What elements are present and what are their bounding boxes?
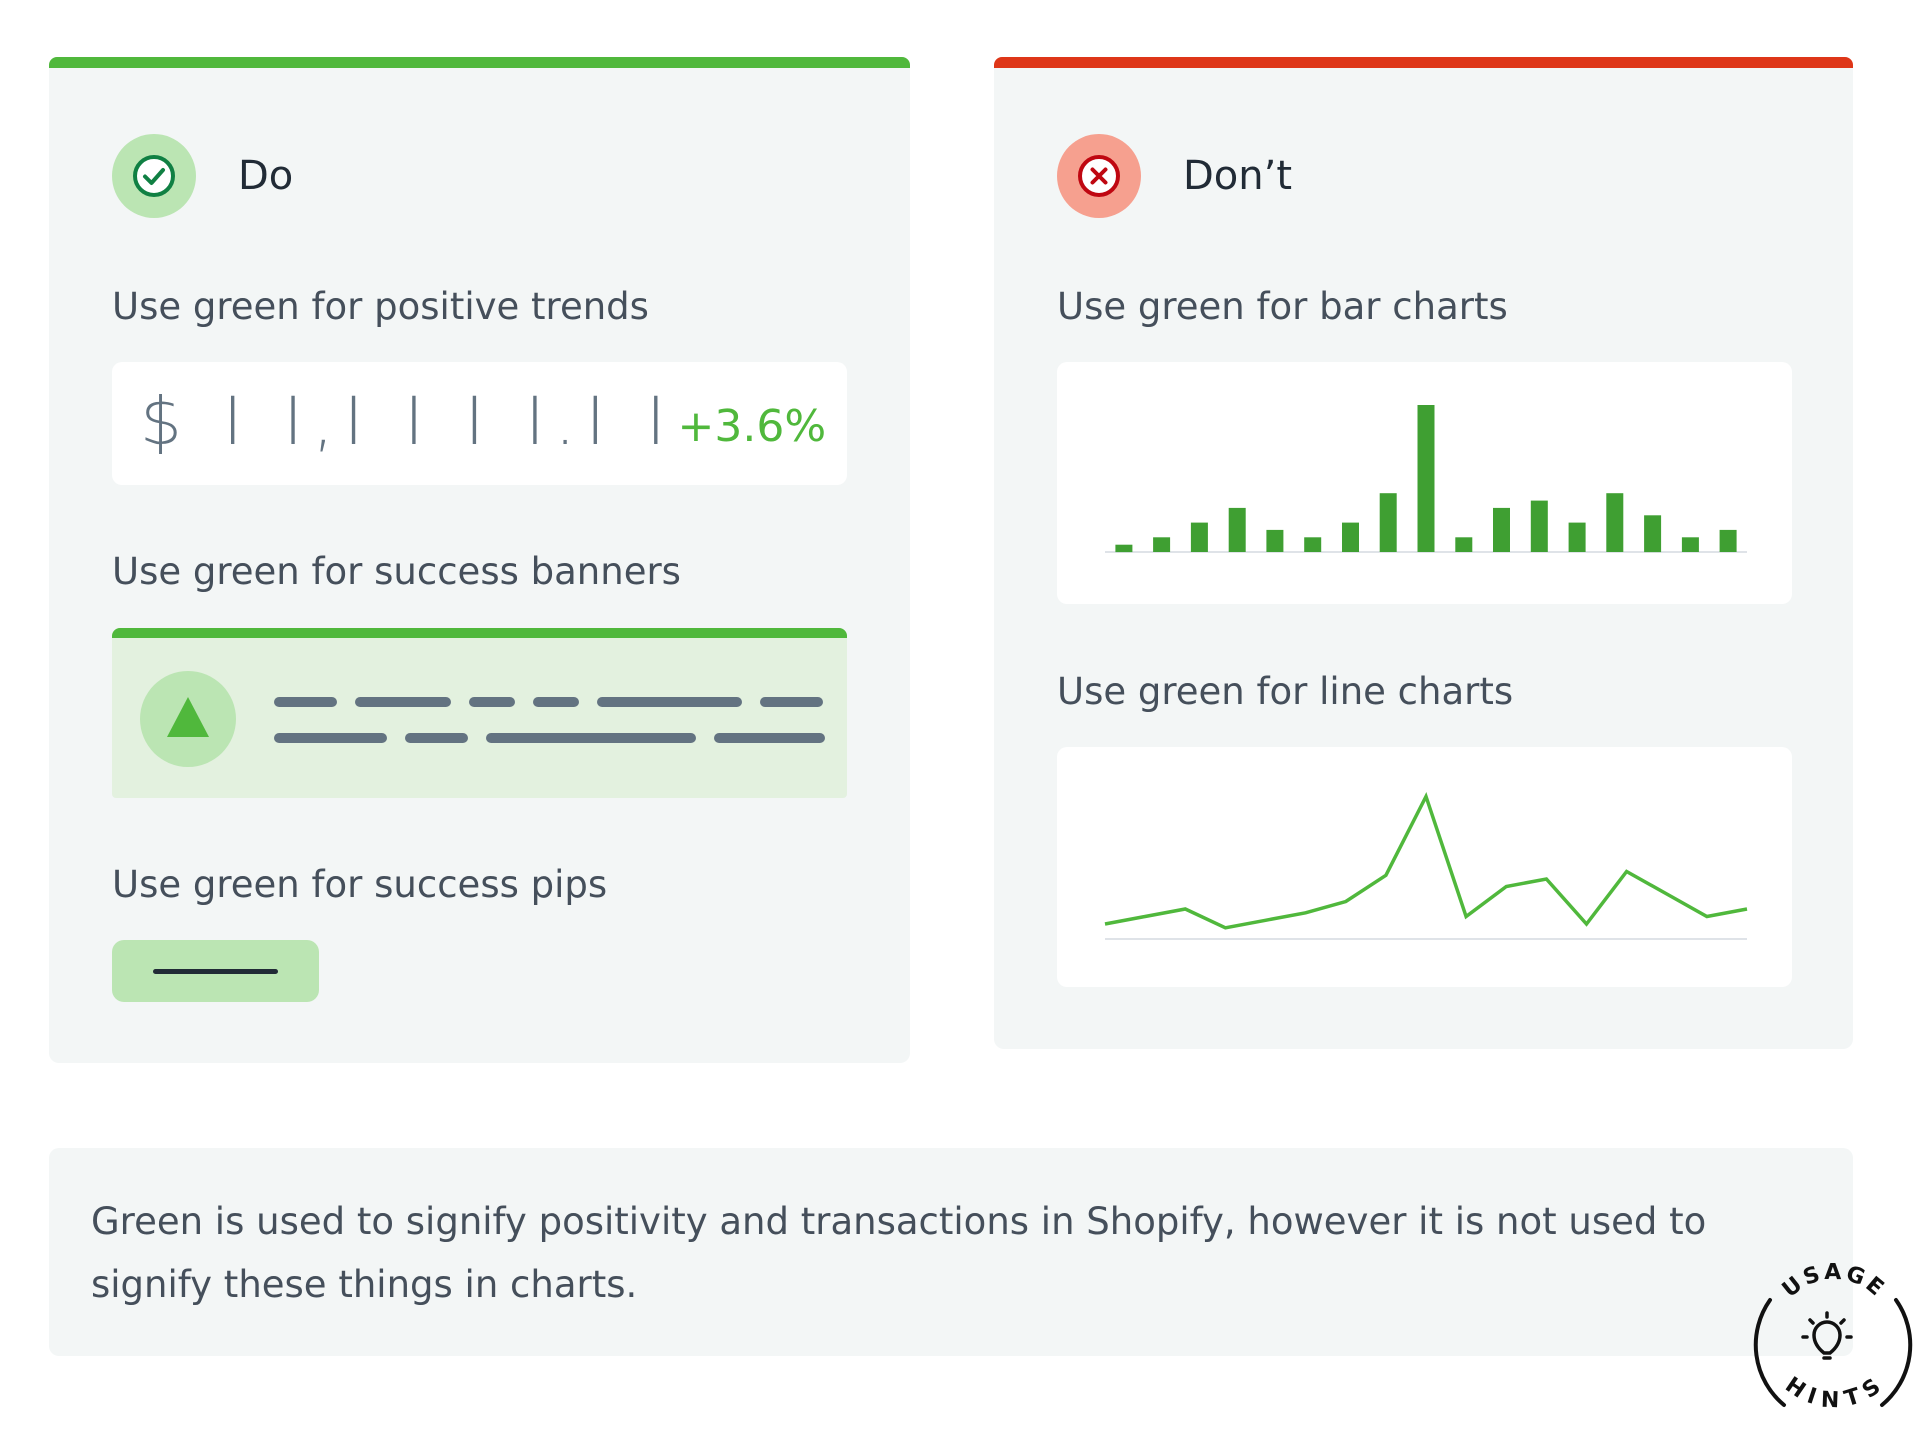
bar-chart-bar — [1644, 515, 1662, 553]
bar-charts-label: Use green for bar charts — [1057, 285, 1508, 328]
bar-chart — [1105, 405, 1747, 553]
usage-hints-badge: USAGE HINTS — [1753, 1260, 1913, 1413]
do-card: Do Use green for positive trends $ I I,I… — [49, 57, 910, 1063]
do-header: Do — [112, 133, 293, 219]
trend-change: +3.6% — [677, 401, 827, 452]
success-pip — [112, 940, 319, 1002]
line-chart — [1104, 791, 1748, 940]
pip-text-placeholder — [153, 969, 278, 974]
bar-chart-bar — [1606, 493, 1624, 552]
x-circle-icon — [1057, 134, 1141, 218]
success-pips-label: Use green for success pips — [112, 863, 608, 906]
bar-chart-bar — [1342, 522, 1359, 552]
bar-chart-bar — [1379, 493, 1397, 552]
check-circle-icon — [112, 134, 196, 218]
positive-trend-panel: $ I I,I I I I.I I +3.6% — [112, 362, 847, 485]
line-chart-series — [1104, 791, 1748, 930]
badge-top-text: USAGE — [1778, 1260, 1891, 1303]
line-charts-label: Use green for line charts — [1057, 670, 1514, 713]
bar-chart-bar — [1304, 537, 1322, 552]
success-banner-accent-bar — [112, 628, 847, 638]
dont-header-label: Don’t — [1183, 153, 1293, 199]
bar-chart-bar — [1228, 507, 1246, 552]
bar-chart-bar — [1530, 500, 1548, 552]
usage-note: Green is used to signify positivity and … — [49, 1148, 1853, 1356]
positive-trends-label: Use green for positive trends — [112, 285, 649, 328]
dont-card: Don’t Use green for bar charts Use green… — [994, 57, 1853, 1049]
bar-chart-bar — [1115, 544, 1133, 553]
dont-card-accent-bar — [994, 57, 1853, 68]
bar-chart-bar — [1719, 529, 1737, 552]
triangle-up-icon — [140, 671, 236, 767]
banner-text-placeholder-line-1 — [274, 697, 823, 707]
do-card-accent-bar — [49, 57, 910, 68]
usage-note-text: Green is used to signify positivity and … — [91, 1200, 1707, 1306]
lightbulb-icon — [1801, 1311, 1853, 1360]
line-chart-panel — [1057, 747, 1792, 987]
banner-text-placeholder-line-2 — [274, 733, 825, 743]
bar-chart-panel — [1057, 362, 1792, 604]
dont-header: Don’t — [1057, 133, 1292, 219]
bar-chart-bar — [1266, 529, 1284, 552]
bar-chart-bar — [1417, 405, 1435, 552]
badge-bottom-text: HINTS — [1780, 1372, 1887, 1413]
bar-chart-bar — [1455, 537, 1473, 552]
success-banners-label: Use green for success banners — [112, 550, 681, 593]
bar-chart-bar — [1153, 537, 1171, 552]
do-header-label: Do — [238, 153, 294, 199]
success-banner — [112, 628, 847, 798]
bar-chart-bar — [1681, 537, 1699, 552]
trend-row: $ I I,I I I I.I I +3.6% — [140, 382, 826, 462]
trend-value: $ I I,I I I I.I I — [140, 383, 676, 460]
bar-chart-bar — [1493, 507, 1510, 552]
badge-left-bracket — [1753, 1298, 1786, 1407]
bar-chart-bar — [1190, 522, 1208, 552]
bar-chart-bar — [1568, 522, 1586, 552]
badge-right-bracket — [1880, 1298, 1913, 1407]
